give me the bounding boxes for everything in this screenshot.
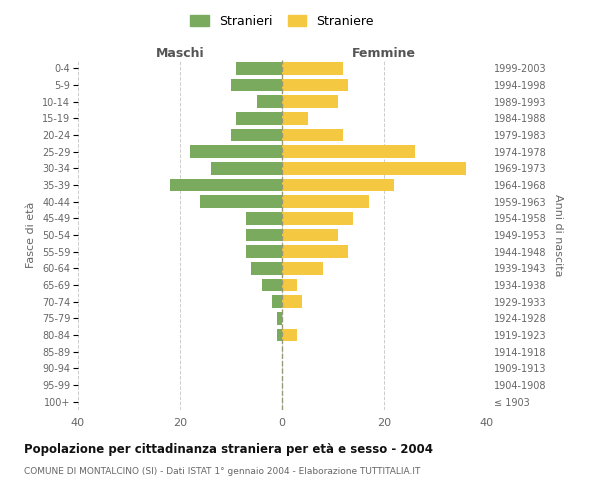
Bar	[170, 179, 282, 192]
Bar	[282, 129, 343, 141]
Y-axis label: Fasce di età: Fasce di età	[26, 202, 37, 268]
Bar	[231, 129, 282, 141]
Bar	[257, 96, 282, 108]
Bar	[236, 62, 282, 74]
Bar	[282, 279, 298, 291]
Bar	[211, 162, 282, 174]
Bar	[282, 162, 466, 174]
Bar	[282, 146, 415, 158]
Legend: Stranieri, Straniere: Stranieri, Straniere	[187, 11, 377, 32]
Bar	[282, 62, 343, 74]
Bar	[277, 329, 282, 341]
Bar	[247, 212, 282, 224]
Bar	[282, 296, 302, 308]
Text: Femmine: Femmine	[352, 47, 416, 60]
Bar	[282, 112, 308, 124]
Bar	[282, 246, 349, 258]
Y-axis label: Anni di nascita: Anni di nascita	[553, 194, 563, 276]
Bar	[282, 179, 394, 192]
Bar	[282, 329, 298, 341]
Bar	[200, 196, 282, 208]
Bar	[282, 79, 349, 92]
Text: COMUNE DI MONTALCINO (SI) - Dati ISTAT 1° gennaio 2004 - Elaborazione TUTTITALIA: COMUNE DI MONTALCINO (SI) - Dati ISTAT 1…	[24, 468, 421, 476]
Bar	[236, 112, 282, 124]
Text: Popolazione per cittadinanza straniera per età e sesso - 2004: Popolazione per cittadinanza straniera p…	[24, 442, 433, 456]
Bar	[282, 96, 338, 108]
Bar	[282, 262, 323, 274]
Text: Maschi: Maschi	[155, 47, 205, 60]
Bar	[282, 196, 369, 208]
Bar	[251, 262, 282, 274]
Bar	[262, 279, 282, 291]
Bar	[282, 212, 353, 224]
Bar	[272, 296, 282, 308]
Bar	[231, 79, 282, 92]
Bar	[190, 146, 282, 158]
Bar	[247, 246, 282, 258]
Bar	[282, 229, 338, 241]
Bar	[247, 229, 282, 241]
Bar	[277, 312, 282, 324]
